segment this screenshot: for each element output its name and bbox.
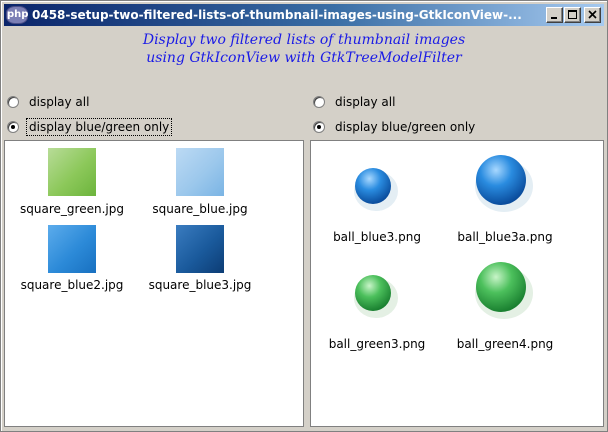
- right-radio-blue-green[interactable]: display blue/green only: [313, 118, 477, 136]
- window-title: 0458-setup-two-filtered-lists-of-thumbna…: [32, 8, 522, 22]
- square-green-label: square_green.jpg: [20, 202, 124, 216]
- left-radio-blue-green-button[interactable]: [7, 121, 19, 133]
- square-blue-thumbnail[interactable]: [176, 148, 224, 196]
- ball-blue3-label: ball_blue3.png: [333, 230, 421, 244]
- title-bar[interactable]: php 0458-setup-two-filtered-lists-of-thu…: [4, 4, 604, 26]
- square-blue3-label: square_blue3.jpg: [148, 278, 252, 292]
- left-icon-view[interactable]: square_green.jpg square_blue.jpg square_…: [4, 140, 304, 427]
- ball-blue3a-label: ball_blue3a.png: [457, 230, 553, 244]
- php-icon: php: [6, 6, 28, 24]
- ball-blue3-thumbnail[interactable]: [351, 164, 399, 212]
- header-line-2: using GtkIconView with GtkTreeModelFilte…: [146, 50, 462, 66]
- ball-blue3a-thumbnail[interactable]: [471, 150, 535, 214]
- maximize-icon: [568, 10, 577, 19]
- left-radio-display-all-label: display all: [29, 95, 90, 109]
- ball-green4-label: ball_green4.png: [456, 337, 554, 351]
- square-green-thumbnail[interactable]: [48, 148, 96, 196]
- right-icon-view[interactable]: ball_blue3.png ball_blue3a.png b: [310, 140, 604, 427]
- left-radio-display-all-button[interactable]: [7, 96, 19, 108]
- minimize-button[interactable]: [546, 7, 563, 23]
- square-blue-label: square_blue.jpg: [152, 202, 248, 216]
- ball-green4-thumbnail[interactable]: [471, 257, 535, 321]
- right-radio-display-all[interactable]: display all: [313, 93, 397, 111]
- left-radio-blue-green-label: display blue/green only: [25, 118, 173, 136]
- minimize-icon: [551, 17, 557, 19]
- right-radio-blue-green-button[interactable]: [313, 121, 325, 133]
- square-blue3-thumbnail[interactable]: [176, 225, 224, 273]
- square-blue2-thumbnail[interactable]: [48, 225, 96, 273]
- square-blue2-label: square_blue2.jpg: [20, 278, 124, 292]
- right-radio-display-all-button[interactable]: [313, 96, 325, 108]
- maximize-button[interactable]: [564, 7, 581, 23]
- header-text: Display two filtered lists of thumbnail …: [1, 31, 607, 67]
- close-button[interactable]: [584, 7, 601, 23]
- close-icon: [588, 10, 597, 19]
- ball-green3-thumbnail[interactable]: [351, 271, 399, 319]
- ball-green3-label: ball_green3.png: [328, 337, 426, 351]
- right-radio-blue-green-label: display blue/green only: [335, 120, 476, 134]
- left-radio-display-all[interactable]: display all: [7, 93, 91, 111]
- left-radio-blue-green[interactable]: display blue/green only: [7, 118, 173, 136]
- header-line-1: Display two filtered lists of thumbnail …: [142, 32, 466, 48]
- right-radio-display-all-label: display all: [335, 95, 396, 109]
